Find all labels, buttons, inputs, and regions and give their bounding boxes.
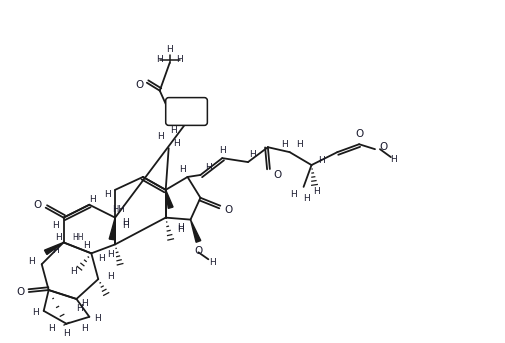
Text: H: H	[313, 187, 320, 196]
Text: HH: HH	[73, 233, 84, 242]
Text: H: H	[55, 233, 62, 242]
Text: H: H	[122, 218, 128, 227]
Text: H: H	[104, 190, 111, 199]
Text: H: H	[89, 195, 95, 204]
Text: H: H	[83, 241, 90, 250]
Text: H: H	[177, 225, 184, 234]
Text: H: H	[249, 150, 257, 159]
Text: O: O	[136, 80, 144, 90]
Text: H: H	[290, 190, 297, 199]
Text: H: H	[158, 132, 164, 141]
Text: O: O	[194, 246, 203, 256]
Text: H: H	[318, 156, 325, 165]
Text: H: H	[81, 299, 88, 308]
Text: H: H	[70, 267, 77, 276]
Text: H: H	[157, 56, 163, 64]
Text: H: H	[52, 246, 59, 255]
Text: O: O	[380, 142, 388, 152]
Polygon shape	[190, 220, 201, 242]
Text: Abs: Abs	[177, 106, 196, 116]
Text: H: H	[176, 56, 183, 64]
FancyBboxPatch shape	[166, 98, 208, 126]
Text: H: H	[281, 140, 288, 149]
Text: H: H	[122, 221, 128, 230]
Text: H: H	[98, 254, 105, 263]
Text: O: O	[17, 287, 25, 297]
Polygon shape	[166, 190, 173, 208]
Text: H: H	[179, 165, 186, 174]
Text: H: H	[296, 140, 303, 149]
Text: HH: HH	[112, 205, 124, 214]
Polygon shape	[109, 217, 115, 240]
Text: H: H	[303, 194, 310, 203]
Text: O: O	[34, 200, 42, 210]
Text: H: H	[81, 324, 88, 333]
Polygon shape	[44, 243, 64, 255]
Text: H: H	[52, 221, 59, 230]
Text: H: H	[166, 46, 173, 55]
Text: H: H	[173, 139, 180, 148]
Text: H: H	[177, 223, 184, 232]
Text: H: H	[390, 155, 397, 164]
Text: H: H	[205, 163, 212, 172]
Text: H: H	[76, 304, 83, 314]
Text: H: H	[94, 314, 100, 323]
Text: H: H	[32, 308, 39, 317]
Text: O: O	[355, 129, 363, 139]
Text: O: O	[274, 170, 282, 180]
Text: H: H	[28, 257, 35, 266]
Text: H: H	[107, 272, 114, 281]
Text: H: H	[107, 250, 114, 259]
Text: H: H	[63, 329, 70, 338]
Text: H: H	[209, 258, 216, 267]
Text: H: H	[170, 126, 177, 135]
Text: H: H	[219, 146, 226, 155]
Text: O: O	[224, 205, 232, 215]
Text: H: H	[48, 324, 55, 333]
